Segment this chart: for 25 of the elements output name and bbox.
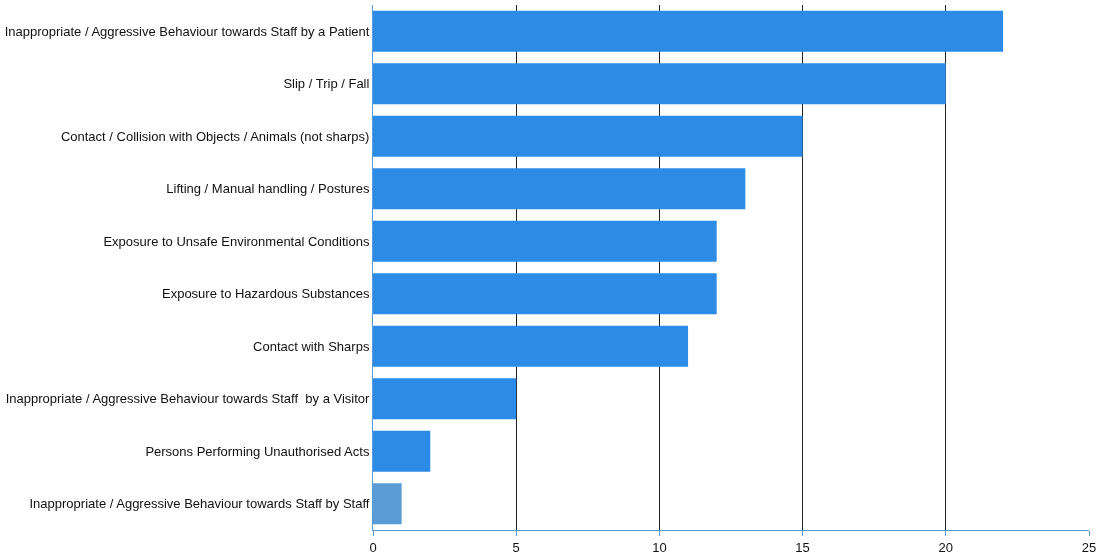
bar: [373, 273, 717, 315]
bar: [373, 325, 689, 367]
bar: [373, 378, 517, 420]
y-tick-label: Exposure to Unsafe Environmental Conditions: [103, 233, 370, 249]
bar: [373, 10, 1004, 52]
bar: [373, 115, 803, 157]
y-tick-label: Lifting / Manual handling / Postures: [166, 181, 370, 197]
bar: [373, 220, 717, 262]
x-tick-label: 15: [795, 539, 810, 555]
y-tick-label: Inappropriate / Aggressive Behaviour towards Staff by a Visitor: [5, 391, 371, 407]
x-tick-label: 10: [652, 539, 667, 555]
bar: [373, 430, 431, 472]
y-tick-label: Contact / Collision with Objects / Animals (not sharps): [60, 128, 370, 144]
x-tick-label: 0: [369, 539, 377, 555]
y-tick-label: Inappropriate / Aggressive Behaviour towards Staff by Staff: [29, 496, 370, 512]
y-tick-label: Slip / Trip / Fall: [283, 76, 370, 92]
x-tick-label: 25: [1081, 539, 1097, 555]
y-tick-label: Persons Performing Unauthorised Acts: [145, 443, 370, 459]
y-tick-label: Contact with Sharps: [253, 338, 370, 354]
y-tick-label: Exposure to Hazardous Substances: [161, 286, 370, 302]
bar: [373, 63, 946, 105]
x-tick-label: 20: [938, 539, 954, 555]
bar: [373, 168, 746, 210]
x-tick-label: 5: [512, 539, 520, 555]
y-tick-label: Inappropriate / Aggressive Behaviour towards Staff by a Patient: [4, 23, 370, 39]
